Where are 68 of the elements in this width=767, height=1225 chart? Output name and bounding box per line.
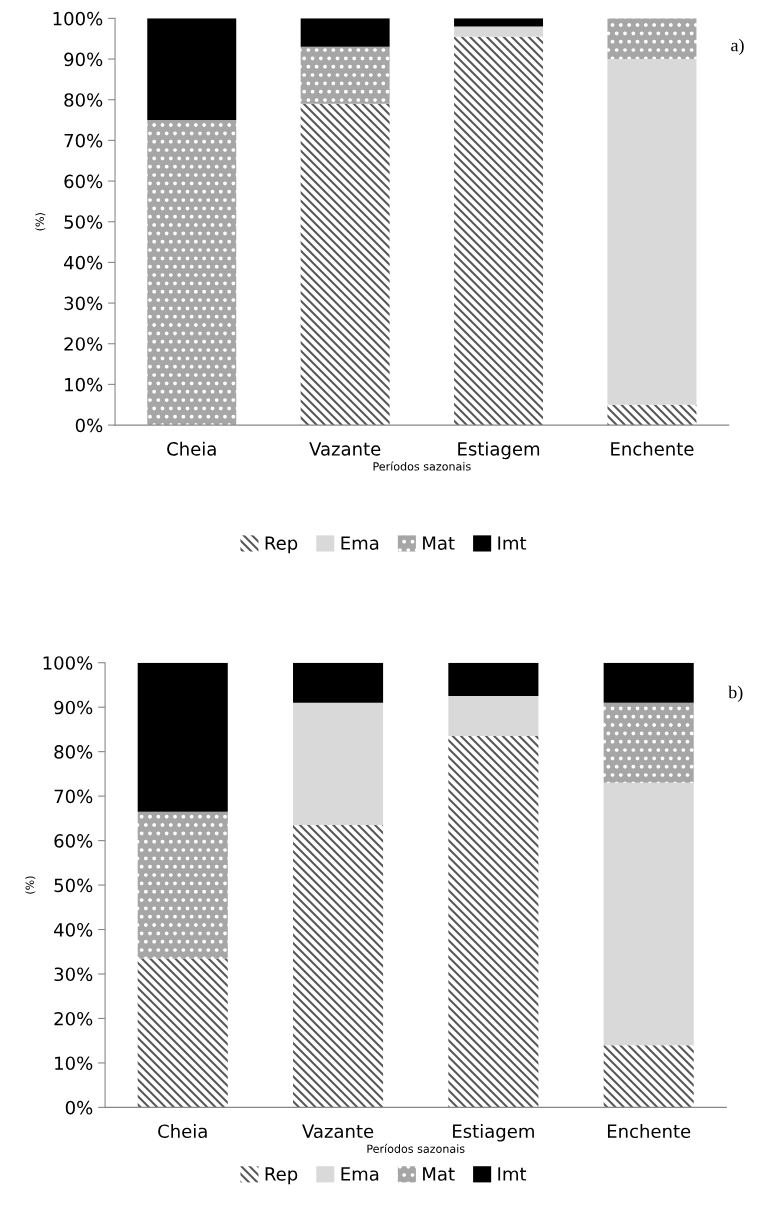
bar [607,18,697,60]
text: a) [731,38,744,56]
y-tick-label: 10% [65,377,103,392]
x-tick-label: Enchente [611,441,694,456]
x-tick-label: Vazante [302,1124,374,1139]
bar [147,120,237,426]
bar [448,736,539,1108]
bar [454,26,544,37]
bar [137,958,228,1108]
y-tick-label: 50% [54,878,93,893]
bar [607,404,697,426]
y-tick-label: 20% [64,337,103,351]
x-tick-label: Estiagem [458,441,540,460]
y-tick-label: 60% [54,834,93,848]
y-tick-label: 30% [54,967,93,982]
bar [293,825,384,1108]
y-tick-label: 80% [54,745,93,759]
y-tick-label: 10% [55,1056,93,1071]
x-axis-title: Períodos sazonais [373,461,471,471]
bar [448,662,539,697]
bar [454,18,544,27]
bar [607,59,697,405]
y-tick-label: 30% [64,296,103,311]
bar [300,46,390,104]
x-tick-label: Cheia [167,441,216,456]
bar [454,36,544,426]
x-tick-label: Enchente [607,1124,691,1139]
legend-label: Imt [498,536,527,550]
x-tick-label: Estiagem [453,1124,534,1142]
y-tick-label: 0% [75,418,103,433]
y-tick-label: 40% [54,922,93,937]
legend-label: Rep [265,1167,298,1185]
bar [603,782,694,1046]
y-tick-label: 70% [64,133,103,148]
bar [137,811,228,959]
legend-label: Mat [423,536,455,550]
y-tick-label: 80% [64,93,103,107]
y-tick-label: 60% [64,174,103,189]
bar [293,662,384,703]
y-tick-label: 100% [43,656,93,670]
legend-label: Imt [498,1167,527,1181]
bar [293,702,384,826]
bar [137,662,228,812]
y-axis-title: (%) [25,876,36,894]
legend-label: Rep [265,536,298,554]
legend-label: Ema [341,1167,379,1181]
x-axis-title: Períodos sazonais [367,1143,465,1153]
y-tick-label: 90% [54,700,93,715]
bar [603,1045,694,1108]
bar [147,18,237,121]
bar [300,103,390,426]
bar [603,662,694,703]
y-tick-label: 0% [65,1100,93,1115]
y-tick-label: 20% [54,1011,93,1026]
legend-label: Ema [341,536,379,550]
text: b) [728,685,743,703]
bar [603,702,694,783]
legend-label: Mat [423,1167,455,1181]
x-tick-label: Vazante [309,442,381,456]
bar [300,18,390,47]
y-axis-title: (%) [35,213,46,231]
y-tick-label: 90% [64,52,103,67]
bar [448,696,539,737]
x-tick-label: Cheia [158,1124,207,1139]
y-tick-label: 70% [54,789,93,804]
y-tick-label: 40% [64,255,103,270]
y-tick-label: 50% [64,215,103,229]
y-tick-label: 100% [53,11,103,26]
